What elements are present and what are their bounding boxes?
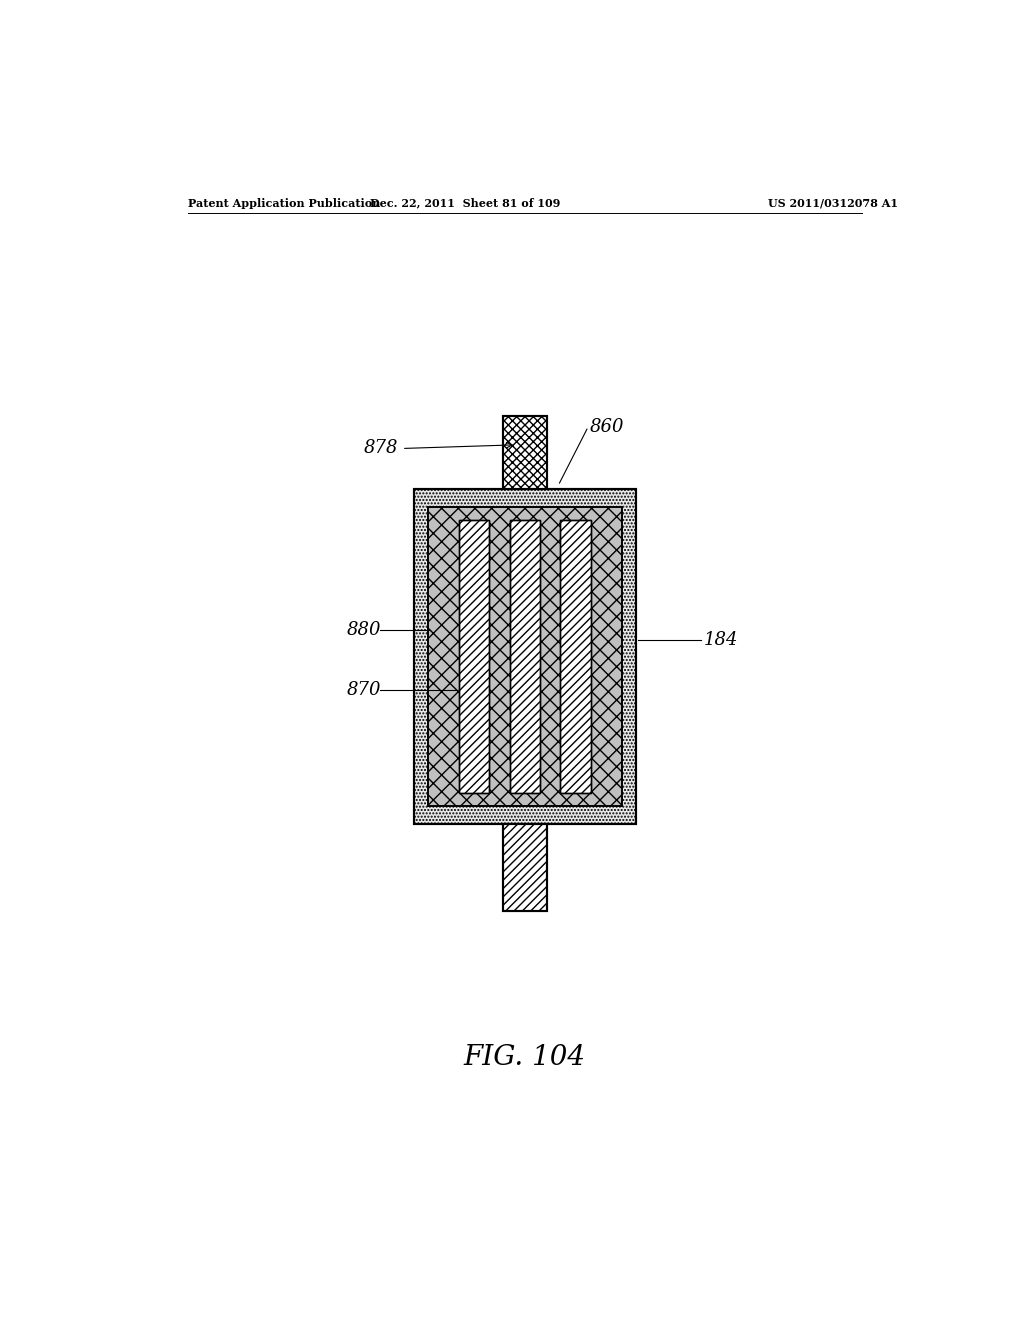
- Text: 870: 870: [346, 681, 381, 700]
- Bar: [503, 824, 547, 911]
- Text: Dec. 22, 2011  Sheet 81 of 109: Dec. 22, 2011 Sheet 81 of 109: [370, 198, 560, 209]
- Bar: [414, 488, 636, 824]
- Bar: [428, 507, 622, 805]
- Text: 860: 860: [590, 417, 625, 436]
- Text: Patent Application Publication: Patent Application Publication: [187, 198, 380, 209]
- Bar: [510, 520, 540, 792]
- Text: 878: 878: [364, 440, 397, 458]
- Bar: [510, 520, 540, 792]
- Bar: [414, 488, 636, 824]
- Text: 880: 880: [346, 620, 381, 639]
- Bar: [459, 520, 489, 792]
- Bar: [560, 520, 591, 792]
- Text: 184: 184: [703, 631, 738, 648]
- Bar: [503, 824, 547, 911]
- Text: FIG. 104: FIG. 104: [464, 1044, 586, 1072]
- Text: US 2011/0312078 A1: US 2011/0312078 A1: [768, 198, 898, 209]
- Bar: [459, 520, 489, 792]
- Bar: [428, 507, 622, 805]
- Bar: [503, 416, 547, 488]
- Bar: [560, 520, 591, 792]
- Bar: [503, 416, 547, 488]
